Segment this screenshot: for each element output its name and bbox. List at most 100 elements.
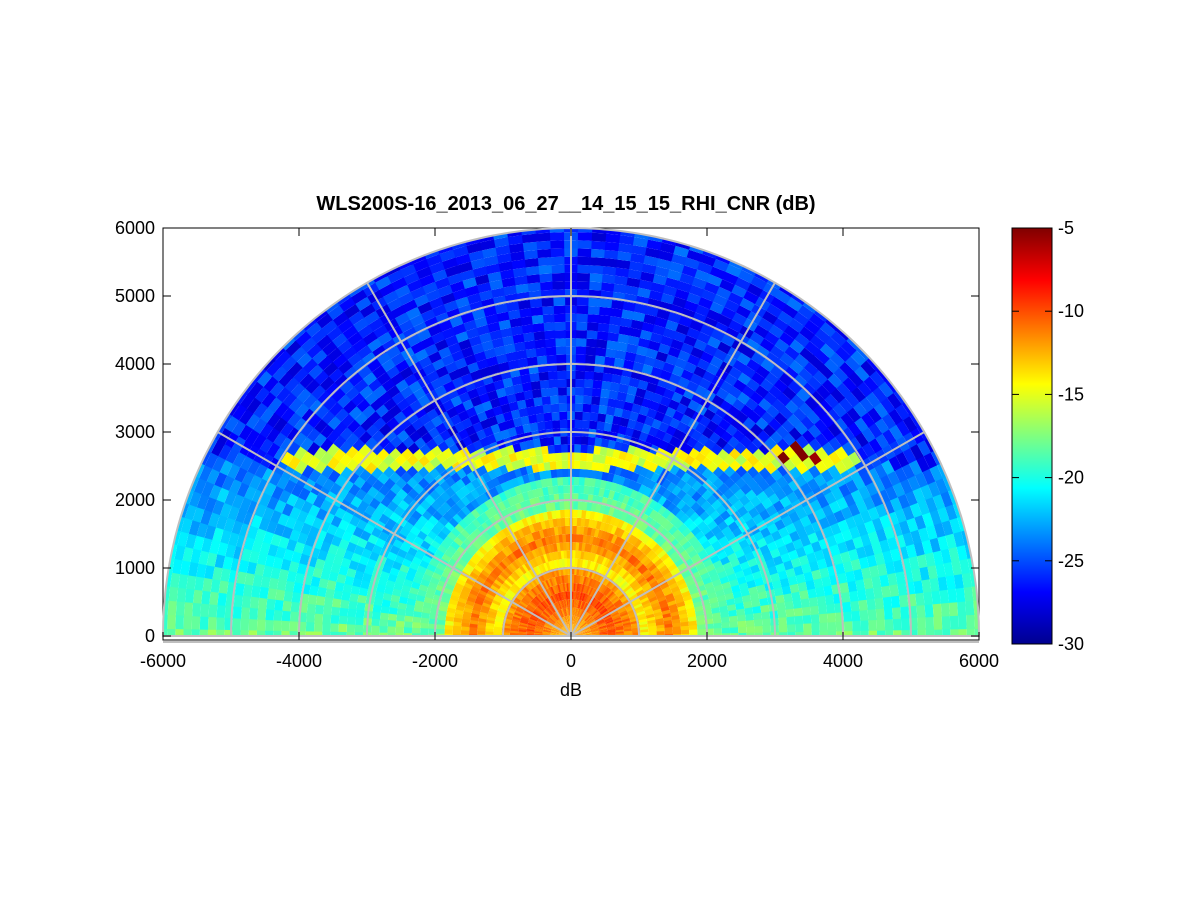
cnr-cell	[874, 502, 888, 518]
cnr-cell	[912, 485, 926, 503]
cnr-cell	[629, 579, 638, 588]
cnr-cell	[668, 581, 679, 590]
cnr-cell	[289, 621, 298, 633]
cnr-cell	[574, 354, 586, 363]
cnr-cell	[585, 616, 593, 623]
cnr-cell	[690, 591, 700, 599]
cnr-cell	[964, 542, 972, 559]
cnr-cell	[786, 623, 796, 633]
cnr-cell	[884, 560, 896, 575]
cnr-cell	[779, 576, 790, 588]
cnr-cell	[683, 574, 693, 583]
cnr-cell	[651, 605, 661, 611]
cnr-cell	[947, 586, 958, 603]
cnr-cell	[843, 619, 853, 632]
cnr-cell	[809, 604, 819, 615]
cnr-cell	[867, 505, 880, 521]
cnr-cell	[686, 521, 698, 532]
cnr-cell	[594, 615, 603, 622]
cnr-cell	[601, 597, 609, 605]
cnr-cell	[651, 554, 661, 564]
cnr-cell	[937, 574, 948, 591]
cnr-cell	[795, 622, 804, 633]
cnr-cell	[960, 528, 969, 546]
cnr-cell	[867, 607, 877, 621]
y-tick-label: 2000	[115, 490, 155, 510]
cnr-cell	[684, 544, 695, 555]
cnr-cell	[948, 600, 959, 617]
cnr-cell	[634, 586, 643, 594]
cnr-cell	[715, 504, 727, 516]
cnr-cell	[902, 430, 918, 449]
cnr-cell	[860, 565, 872, 580]
cnr-cell	[232, 606, 242, 621]
cnr-cell	[828, 630, 837, 636]
cnr-cell	[590, 629, 599, 633]
cnr-cell	[948, 515, 962, 534]
cnr-cell	[656, 630, 665, 635]
cnr-cell	[594, 614, 602, 621]
cnr-cell	[574, 346, 587, 355]
cnr-cell	[676, 562, 687, 571]
cnr-cell	[687, 548, 698, 559]
cnr-cell	[674, 558, 684, 568]
cnr-cell	[591, 609, 598, 617]
cnr-cell	[787, 630, 796, 636]
x-tick-label: 0	[566, 651, 576, 671]
cnr-cell	[811, 621, 820, 632]
cnr-cell	[752, 605, 762, 614]
cnr-cell	[952, 529, 965, 547]
cnr-cell	[688, 587, 699, 595]
cnr-cell	[940, 546, 952, 564]
cnr-cell	[620, 613, 629, 619]
cnr-cell	[859, 532, 872, 547]
cnr-cell	[940, 601, 950, 617]
cnr-cell	[606, 622, 615, 627]
cnr-cell	[596, 619, 605, 624]
cnr-cells	[163, 228, 979, 636]
cnr-cell	[587, 618, 595, 625]
cnr-cell	[587, 619, 595, 625]
cnr-cell	[615, 602, 624, 609]
cnr-cell	[799, 588, 809, 600]
cnr-cell	[961, 570, 972, 588]
cnr-cell	[395, 626, 404, 634]
cnr-cell	[851, 609, 861, 622]
y-tick-label: 6000	[115, 218, 155, 238]
cnr-cell	[728, 609, 737, 617]
cnr-cell	[950, 627, 959, 636]
cnr-cell	[588, 248, 605, 258]
cnr-cell	[860, 618, 869, 631]
cnr-cell	[840, 590, 851, 603]
cnr-cell	[826, 602, 836, 614]
cnr-cell	[965, 598, 975, 616]
cnr-cell	[775, 593, 785, 604]
colorbar-tick-label: -30	[1058, 634, 1084, 654]
cnr-cell	[871, 516, 884, 532]
cnr-cell	[642, 557, 652, 567]
cnr-cell	[652, 569, 662, 578]
cnr-cell	[696, 520, 708, 531]
cnr-cell	[615, 627, 624, 631]
cnr-cell	[874, 596, 884, 610]
cnr-cell	[583, 354, 596, 364]
cnr-cell	[645, 613, 655, 619]
cnr-cell	[898, 593, 909, 608]
cnr-cell	[667, 562, 678, 572]
cnr-cell	[844, 629, 853, 636]
cnr-cell	[911, 566, 922, 582]
cnr-cell	[874, 366, 889, 382]
cnr-cell	[923, 436, 935, 453]
cnr-cell	[800, 562, 812, 574]
cnr-cell	[642, 584, 652, 592]
cnr-cell	[658, 564, 668, 573]
cnr-cell	[944, 502, 958, 521]
cnr-cell	[589, 623, 598, 628]
cnr-cell	[411, 627, 421, 635]
cnr-cell	[934, 476, 949, 495]
cnr-cell	[808, 559, 820, 572]
cnr-cell	[696, 623, 706, 630]
cnr-cell	[738, 625, 747, 634]
cnr-cell	[586, 617, 594, 624]
cnr-cell	[736, 613, 746, 622]
